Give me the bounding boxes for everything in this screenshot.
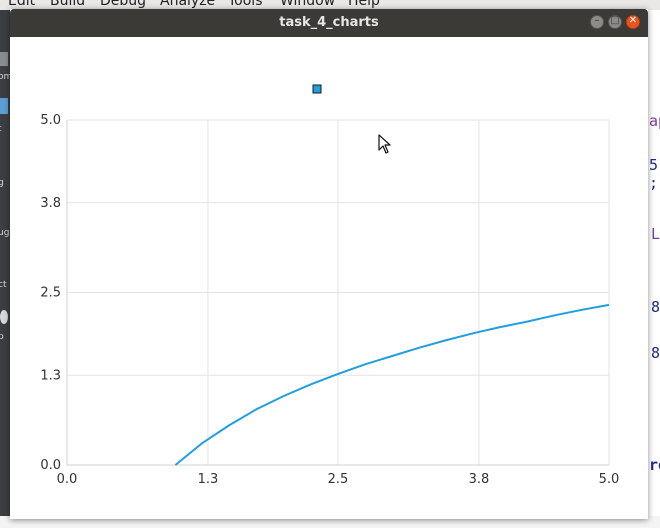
legend-marker-0[interactable] xyxy=(312,84,322,94)
maximize-icon: □ xyxy=(610,15,620,26)
background-code-fragment: 5 ; xyxy=(649,156,659,192)
side-label-edit: t xyxy=(0,124,2,134)
menu-tools[interactable]: Tools xyxy=(228,0,263,9)
edit-mode-icon[interactable] xyxy=(0,98,8,114)
x-tick-label: 0.0 xyxy=(57,472,78,487)
window-title: task_4_charts xyxy=(279,15,379,30)
minimize-icon: – xyxy=(594,15,600,26)
background-code-fragment: 8 xyxy=(651,298,660,316)
background-code-fragment: ro xyxy=(649,456,660,474)
x-tick-label: 3.8 xyxy=(469,472,490,487)
menu-debug[interactable]: Debug xyxy=(100,0,147,9)
side-label-projects: ct xyxy=(0,280,7,290)
side-label-design: g xyxy=(0,178,4,188)
help-mode-icon[interactable] xyxy=(0,310,8,324)
menu-help[interactable]: Help xyxy=(348,0,380,9)
welcome-mode-icon[interactable] xyxy=(0,52,8,66)
background-bottom-strip xyxy=(0,516,660,528)
y-tick-label: 2.5 xyxy=(40,286,61,301)
x-tick-label: 2.5 xyxy=(328,472,349,487)
chart-view: 0.0 1.3 2.5 3.8 5.0 0.0 1.3 2.5 3.8 5.0 xyxy=(10,37,648,519)
chart-window: task_4_charts – □ ✕ 0.0 1.3 2.5 3.8 5.0 0.0 1.… xyxy=(10,9,648,519)
menu-edit[interactable]: Edit xyxy=(8,0,36,9)
maximize-button[interactable]: □ xyxy=(608,15,622,29)
y-tick-label: 1.3 xyxy=(40,368,61,383)
x-tick-label: 1.3 xyxy=(198,472,219,487)
background-code-fragment: ap xyxy=(649,112,660,130)
background-mode-sidebar: om t g ug ct p xyxy=(0,10,13,528)
menu-build[interactable]: Build xyxy=(50,0,86,9)
minimize-button[interactable]: – xyxy=(590,15,604,29)
series-line-0 xyxy=(174,303,610,466)
x-tick-label: 5.0 xyxy=(599,472,620,487)
y-tick-label: 5.0 xyxy=(40,113,61,128)
menu-analyze[interactable]: Analyze xyxy=(160,0,216,9)
close-icon: ✕ xyxy=(628,15,638,26)
close-button[interactable]: ✕ xyxy=(626,15,640,29)
y-tick-label: 0.0 xyxy=(40,458,61,473)
mouse-cursor-icon xyxy=(378,134,391,154)
side-label-debug: ug xyxy=(0,228,10,238)
background-menubar: Edit Build Debug Analyze Tools Window He… xyxy=(0,0,660,10)
background-code-fragment: L xyxy=(651,225,660,243)
line-chart: 0.0 1.3 2.5 3.8 5.0 0.0 1.3 2.5 3.8 5.0 xyxy=(40,84,620,487)
side-label-welcome: om xyxy=(0,72,13,82)
side-label-help: p xyxy=(0,332,4,342)
background-code-fragment: 8 xyxy=(651,344,660,362)
window-titlebar[interactable]: task_4_charts – □ ✕ xyxy=(10,9,648,37)
y-tick-label: 3.8 xyxy=(40,196,61,211)
menu-window[interactable]: Window xyxy=(280,0,336,9)
